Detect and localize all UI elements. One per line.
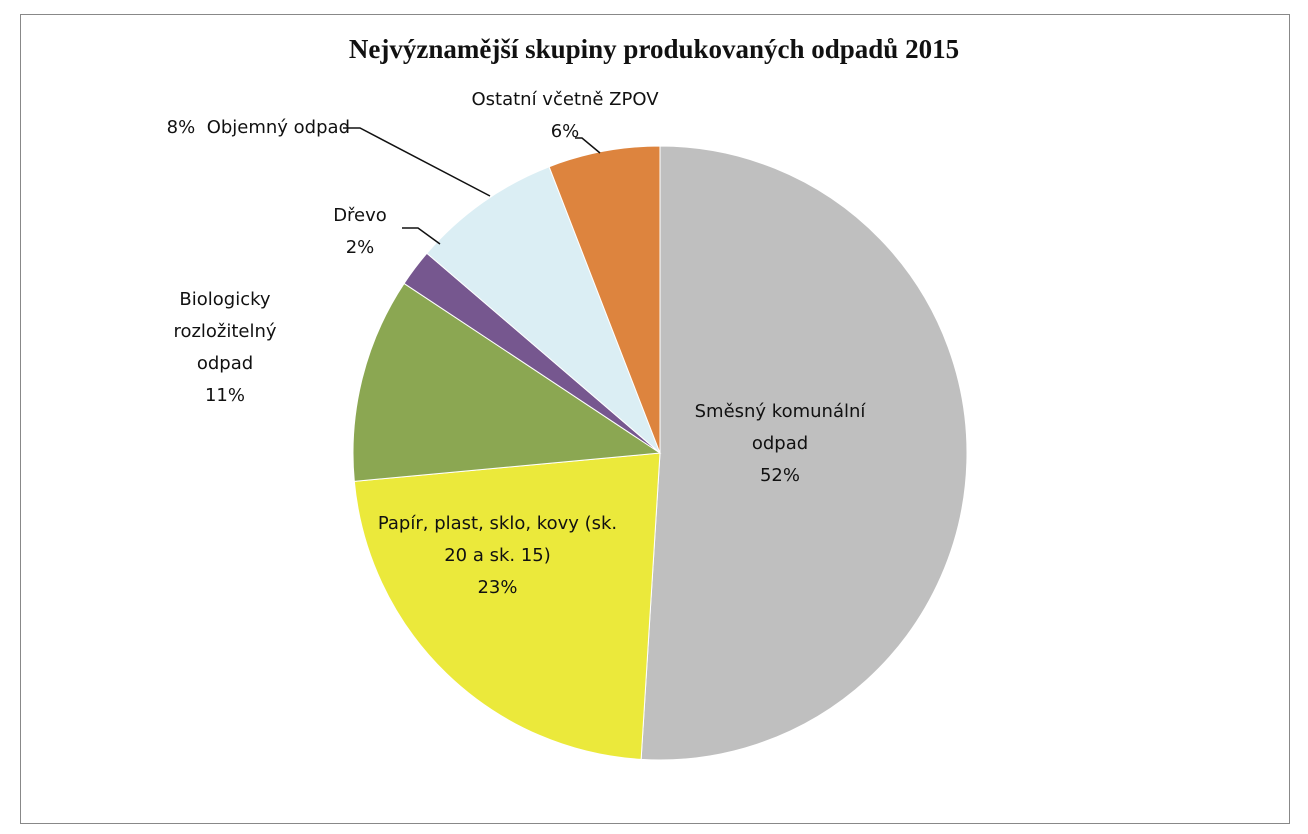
label-name: Biologicky rozložitelný odpad: [173, 289, 277, 374]
pie-slice: [426, 166, 661, 454]
data-label: Ostatní včetně ZPOV 6%: [440, 84, 690, 148]
data-label: Dřevo 2%: [310, 200, 410, 264]
label-value: 2%: [345, 237, 375, 258]
leader-line: [343, 127, 491, 197]
data-label: 8% Objemný odpad: [100, 112, 350, 144]
pie-slice: [640, 145, 968, 761]
data-label: Papír, plast, sklo, kovy (sk. 20 a sk. 1…: [365, 508, 630, 604]
chart-title: Nejvýznamější skupiny produkovaných odpa…: [348, 34, 960, 64]
leader-line: [575, 137, 601, 154]
label-name: Dřevo: [333, 205, 387, 226]
label-value: 8%: [166, 117, 196, 138]
pie-slice: [548, 145, 661, 454]
data-label: Biologicky rozložitelný odpad 11%: [150, 284, 300, 412]
pie-slice: [353, 452, 661, 760]
leader-line: [402, 227, 441, 245]
label-value: 6%: [550, 121, 580, 142]
label-name: Směsný komunální odpad: [694, 401, 866, 454]
chart-frame: [20, 14, 1290, 824]
label-value: 11%: [204, 385, 245, 406]
label-name: Ostatní včetně ZPOV: [471, 89, 659, 110]
pie-slice: [352, 282, 662, 482]
label-name: Objemný odpad: [206, 117, 350, 138]
data-label: Směsný komunální odpad 52%: [690, 396, 870, 492]
label-value: 23%: [477, 577, 518, 598]
label-value: 52%: [759, 465, 800, 486]
label-name: Papír, plast, sklo, kovy (sk. 20 a sk. 1…: [377, 513, 618, 566]
